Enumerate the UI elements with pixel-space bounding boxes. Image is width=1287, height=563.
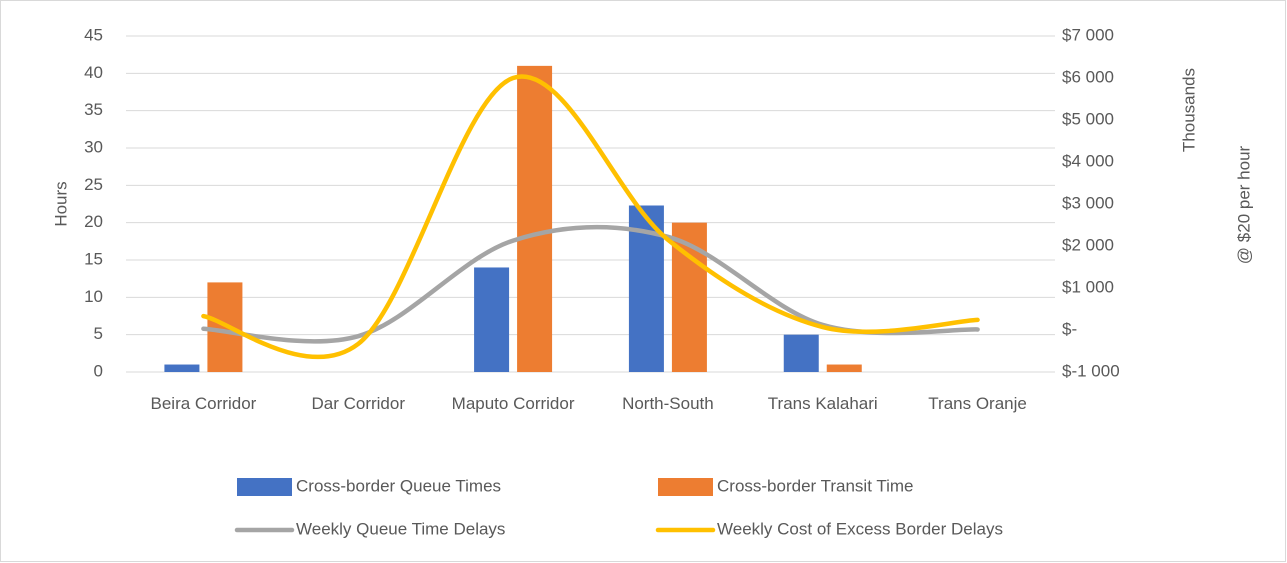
y2-axis-subtitle: @ $20 per hour [1234,145,1253,264]
x-tick-label: Trans Oranje [928,394,1027,413]
y2-tick-label: $1 000 [1062,277,1114,296]
legend-label: Weekly Cost of Excess Border Delays [717,519,1003,538]
y2-tick-label: $2 000 [1062,235,1114,254]
legend-swatch [658,478,713,496]
legend-label: Cross-border Transit Time [717,476,914,495]
y2-tick-label: $4 000 [1062,151,1114,170]
bar [517,65,553,372]
y-tick-label: 35 [84,100,103,119]
x-tick-label: Maputo Corridor [451,394,575,413]
y2-tick-label: $5 000 [1062,109,1114,128]
legend-label: Cross-border Queue Times [296,476,501,495]
y2-tick-label: $-1 000 [1062,361,1120,380]
x-tick-label: Dar Corridor [311,394,406,413]
y-tick-label: 40 [84,63,103,82]
legend-swatch [237,478,292,496]
y-tick-label: 20 [84,212,103,231]
y2-tick-label: $6 000 [1062,67,1114,86]
bar [783,334,819,372]
bar [826,364,862,372]
y-tick-label: 5 [94,324,103,343]
y-tick-label: 0 [94,361,103,380]
y-tick-label: 10 [84,287,103,306]
y2-tick-label: $3 000 [1062,193,1114,212]
y-tick-label: 45 [84,25,103,44]
x-tick-label: Beira Corridor [150,394,257,413]
y-tick-label: 30 [84,137,103,156]
y2-tick-label: $7 000 [1062,25,1114,44]
x-tick-label: North-South [622,394,714,413]
line [201,74,980,360]
y2-axis-title: Thousands [1179,68,1198,152]
bar [164,364,200,372]
y-tick-label: 15 [84,249,103,268]
bar [474,267,510,372]
legend-label: Weekly Queue Time Delays [296,519,505,538]
y2-tick-label: $- [1062,319,1077,338]
x-tick-label: Trans Kalahari [767,394,878,413]
y-tick-label: 25 [84,175,103,194]
y-axis-title: Hours [51,181,70,226]
